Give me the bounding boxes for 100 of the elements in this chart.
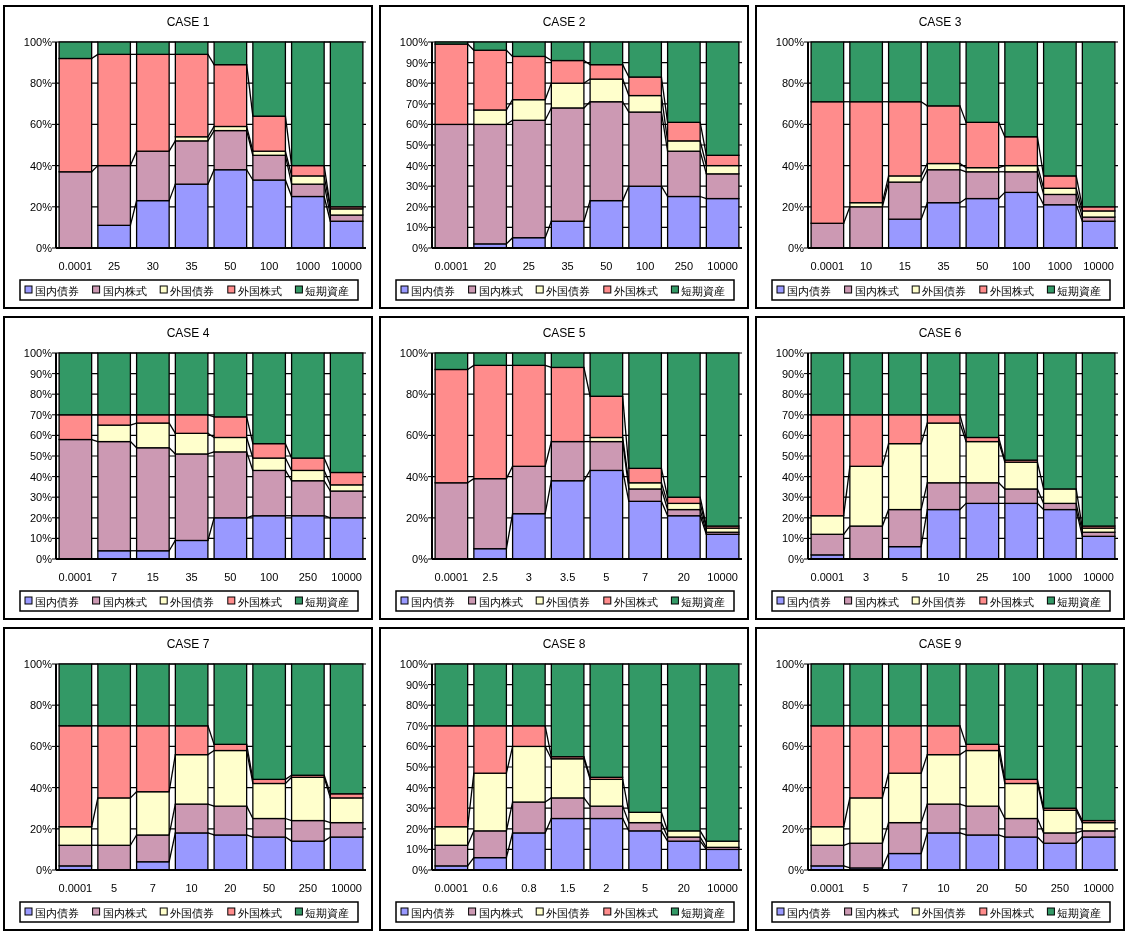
legend-label: 外国債券: [170, 906, 215, 919]
y-tick-label: 50%: [781, 450, 805, 462]
x-tick-label: 7: [642, 571, 649, 583]
y-tick-label: 10%: [405, 843, 429, 856]
x-tick-label: 20: [677, 571, 690, 583]
legend-label: 国内株式: [854, 284, 899, 297]
y-tick-label: 20%: [29, 511, 53, 524]
x-tick-label: 5: [642, 882, 649, 894]
legend-label: 国内債券: [787, 906, 831, 919]
x-tick-label: 250: [674, 260, 694, 272]
x-tick-label: 0.0001: [434, 571, 469, 583]
chart-title: CASE 8: [542, 637, 586, 651]
x-tick-label: 35: [185, 260, 198, 272]
y-tick-label: 0%: [36, 864, 53, 876]
y-tick-label: 100%: [23, 347, 53, 359]
x-tick-label: 0.0001: [434, 260, 469, 272]
x-tick-label: 10000: [707, 882, 738, 894]
x-tick-label: 50: [600, 260, 613, 272]
legend-label: 短期資産: [681, 284, 726, 297]
x-tick-label: 50: [224, 571, 237, 583]
x-tick-label: 10000: [1083, 571, 1114, 583]
legend-label: 外国株式: [989, 284, 1034, 297]
x-tick-label: 0.0001: [58, 882, 93, 894]
legend-label: 短期資産: [305, 906, 350, 919]
y-tick-label: 80%: [781, 77, 805, 90]
y-tick-label: 0%: [788, 242, 805, 254]
x-tick-label: 15: [898, 260, 911, 272]
y-tick-label: 20%: [29, 200, 53, 213]
y-tick-label: 30%: [405, 180, 429, 193]
legend-label: 外国債券: [922, 595, 967, 608]
y-tick-label: 70%: [29, 408, 53, 421]
y-tick-label: 40%: [29, 470, 53, 483]
y-tick-label: 70%: [405, 719, 429, 732]
y-tick-label: 80%: [405, 388, 429, 401]
y-tick-label: 90%: [405, 678, 429, 691]
x-tick-label: 35: [185, 571, 198, 583]
x-tick-label: 3: [525, 571, 532, 583]
y-tick-label: 40%: [781, 470, 805, 483]
legend-label: 国内債券: [787, 595, 831, 608]
y-tick-label: 60%: [781, 429, 805, 442]
x-tick-label: 0.0001: [58, 260, 93, 272]
x-tick-label: 10: [937, 571, 950, 583]
x-tick-label: 100: [1011, 260, 1031, 272]
legend-label: 国内株式: [102, 284, 147, 297]
y-tick-label: 80%: [781, 699, 805, 712]
x-tick-label: 0.0001: [810, 571, 845, 583]
y-tick-label: 40%: [405, 781, 429, 794]
legend-label: 国内債券: [411, 595, 455, 608]
x-tick-label: 100: [635, 260, 655, 272]
legend-label: 外国債券: [546, 595, 591, 608]
x-tick-label: 7: [901, 882, 908, 894]
y-tick-label: 100%: [775, 36, 805, 48]
legend-label: 外国債券: [170, 284, 215, 297]
x-tick-label: 35: [561, 260, 574, 272]
y-tick-label: 20%: [781, 822, 805, 835]
y-tick-label: 10%: [781, 532, 805, 545]
y-tick-label: 0%: [412, 242, 429, 254]
y-tick-label: 90%: [405, 56, 429, 69]
y-tick-label: 20%: [781, 511, 805, 524]
x-tick-label: 20: [677, 882, 690, 894]
x-tick-label: 30: [146, 260, 159, 272]
y-tick-label: 40%: [781, 781, 805, 794]
x-tick-label: 1000: [295, 260, 321, 272]
legend-label: 国内債券: [35, 284, 79, 297]
chart-title: CASE 4: [166, 326, 210, 340]
x-tick-label: 10000: [331, 260, 362, 272]
y-tick-label: 90%: [29, 367, 53, 380]
legend-label: 外国債券: [546, 284, 591, 297]
chart-title: CASE 3: [918, 15, 962, 29]
legend-label: 外国株式: [989, 595, 1034, 608]
y-tick-label: 0%: [788, 864, 805, 876]
x-tick-label: 20: [484, 260, 497, 272]
x-tick-label: 10: [937, 882, 950, 894]
y-tick-label: 80%: [29, 388, 53, 401]
legend-label: 国内債券: [411, 284, 455, 297]
legend-label: 外国株式: [237, 906, 282, 919]
y-tick-label: 60%: [29, 740, 53, 753]
x-tick-label: 0.6: [482, 882, 498, 894]
x-tick-label: 100: [259, 571, 279, 583]
y-tick-label: 20%: [405, 822, 429, 835]
legend-label: 外国株式: [237, 595, 282, 608]
x-tick-label: 20: [224, 882, 237, 894]
y-tick-label: 60%: [405, 429, 429, 442]
y-tick-label: 0%: [788, 553, 805, 565]
x-tick-label: 3: [863, 571, 870, 583]
x-tick-label: 0.0001: [810, 882, 845, 894]
chart-title: CASE 1: [166, 15, 210, 29]
chart-title: CASE 7: [166, 637, 210, 651]
y-tick-label: 80%: [29, 699, 53, 712]
x-tick-label: 35: [937, 260, 950, 272]
y-tick-label: 40%: [405, 159, 429, 172]
y-tick-label: 100%: [775, 658, 805, 670]
legend-label: 短期資産: [1057, 284, 1102, 297]
legend-label: 国内株式: [478, 595, 523, 608]
x-tick-label: 10000: [707, 260, 738, 272]
y-tick-label: 0%: [412, 553, 429, 565]
x-tick-label: 10000: [1083, 882, 1114, 894]
x-tick-label: 3.5: [559, 571, 576, 583]
y-tick-label: 100%: [23, 36, 53, 48]
x-tick-label: 10000: [1083, 260, 1114, 272]
